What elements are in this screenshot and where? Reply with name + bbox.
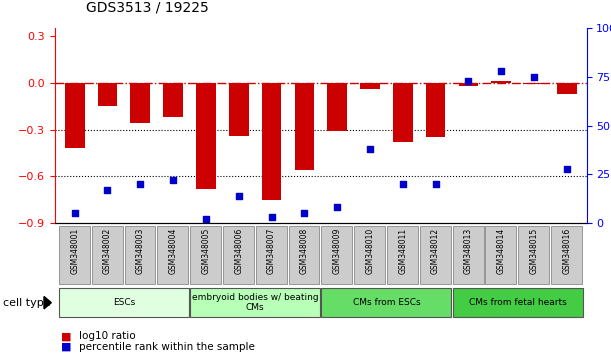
Text: ESCs: ESCs xyxy=(113,298,135,307)
Bar xyxy=(262,83,282,200)
Point xyxy=(201,216,211,222)
Text: embryoid bodies w/ beating
CMs: embryoid bodies w/ beating CMs xyxy=(192,293,318,312)
Text: GSM348001: GSM348001 xyxy=(70,228,79,274)
FancyBboxPatch shape xyxy=(158,226,188,284)
Text: GSM348010: GSM348010 xyxy=(365,228,375,274)
FancyBboxPatch shape xyxy=(387,226,418,284)
Point xyxy=(398,181,408,187)
Point xyxy=(562,166,572,171)
Bar xyxy=(131,83,150,123)
Text: GSM348013: GSM348013 xyxy=(464,228,473,274)
FancyBboxPatch shape xyxy=(551,226,582,284)
FancyBboxPatch shape xyxy=(256,226,287,284)
Text: ■: ■ xyxy=(61,331,71,341)
Text: GDS3513 / 19225: GDS3513 / 19225 xyxy=(86,0,208,14)
Bar xyxy=(393,83,412,142)
FancyBboxPatch shape xyxy=(190,226,221,284)
Bar xyxy=(65,83,84,148)
FancyBboxPatch shape xyxy=(59,288,189,317)
FancyBboxPatch shape xyxy=(453,288,583,317)
Point xyxy=(464,78,474,84)
Point xyxy=(365,146,375,152)
Point xyxy=(266,215,276,220)
Bar xyxy=(360,83,380,89)
Text: GSM348016: GSM348016 xyxy=(562,228,571,274)
Point xyxy=(332,205,342,210)
Point xyxy=(496,68,506,74)
FancyBboxPatch shape xyxy=(321,226,353,284)
Point xyxy=(431,181,441,187)
Point xyxy=(234,193,244,199)
FancyBboxPatch shape xyxy=(486,226,516,284)
Bar xyxy=(196,83,216,189)
Bar xyxy=(459,83,478,86)
Text: cell type: cell type xyxy=(3,298,51,308)
FancyBboxPatch shape xyxy=(125,226,155,284)
Text: percentile rank within the sample: percentile rank within the sample xyxy=(79,342,255,352)
FancyBboxPatch shape xyxy=(92,226,123,284)
Point xyxy=(529,74,539,80)
FancyBboxPatch shape xyxy=(190,288,320,317)
Text: GSM348004: GSM348004 xyxy=(169,228,178,274)
Text: GSM348014: GSM348014 xyxy=(497,228,506,274)
Text: GSM348008: GSM348008 xyxy=(300,228,309,274)
Text: GSM348015: GSM348015 xyxy=(530,228,538,274)
FancyBboxPatch shape xyxy=(59,226,90,284)
Text: GSM348006: GSM348006 xyxy=(234,228,243,274)
Point xyxy=(70,210,79,216)
FancyBboxPatch shape xyxy=(321,288,452,317)
Bar xyxy=(295,83,314,170)
FancyBboxPatch shape xyxy=(420,226,451,284)
Point xyxy=(103,187,112,193)
Text: GSM348009: GSM348009 xyxy=(332,228,342,274)
Point xyxy=(168,177,178,183)
Bar xyxy=(98,83,117,106)
FancyBboxPatch shape xyxy=(518,226,549,284)
Text: GSM348005: GSM348005 xyxy=(202,228,210,274)
Text: CMs from fetal hearts: CMs from fetal hearts xyxy=(469,298,566,307)
Bar xyxy=(327,83,347,131)
Text: GSM348002: GSM348002 xyxy=(103,228,112,274)
FancyBboxPatch shape xyxy=(453,226,483,284)
FancyBboxPatch shape xyxy=(223,226,254,284)
Text: GSM348003: GSM348003 xyxy=(136,228,145,274)
Bar xyxy=(557,83,577,94)
Text: GSM348012: GSM348012 xyxy=(431,228,440,274)
Point xyxy=(136,181,145,187)
Bar xyxy=(163,83,183,117)
FancyBboxPatch shape xyxy=(288,226,320,284)
Bar xyxy=(524,83,544,84)
Point xyxy=(299,210,309,216)
Text: GSM348011: GSM348011 xyxy=(398,228,408,274)
Bar xyxy=(426,83,445,137)
Text: GSM348007: GSM348007 xyxy=(267,228,276,274)
Text: CMs from ESCs: CMs from ESCs xyxy=(353,298,420,307)
FancyBboxPatch shape xyxy=(354,226,385,284)
Text: ■: ■ xyxy=(61,342,71,352)
Bar xyxy=(229,83,249,136)
Text: log10 ratio: log10 ratio xyxy=(79,331,136,341)
Bar xyxy=(491,81,511,83)
